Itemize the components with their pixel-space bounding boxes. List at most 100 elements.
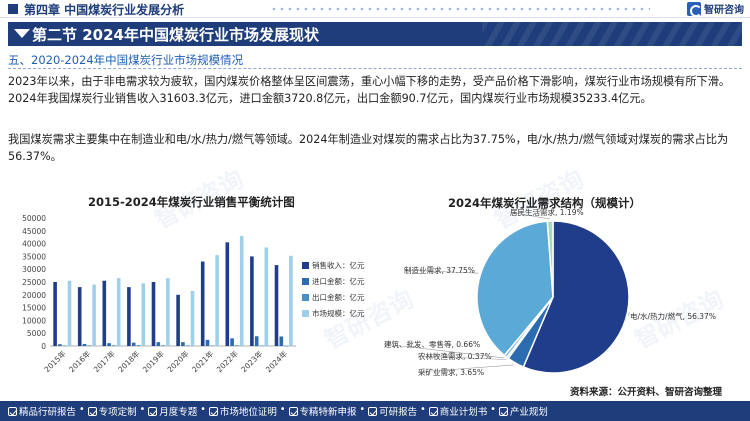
bar-chart: 0 5000 10000 15000 20000 25000 30000 35000 40000… (22, 214, 365, 374)
footer-separator: • (200, 404, 206, 415)
footer-link-label: 市场地位证明 (219, 407, 277, 418)
section-banner: 第二节 2024年中国煤炭行业市场发展现状 (8, 22, 742, 46)
bar (200, 261, 205, 346)
pie-slice (476, 220, 554, 357)
check-icon (87, 406, 97, 416)
y-tick-label: 25000 (22, 278, 46, 287)
y-tick-label: 50000 (22, 214, 46, 223)
footer-separator: • (139, 404, 146, 415)
footer-link[interactable]: 可研报告 (368, 404, 417, 418)
footer-link[interactable]: 月度专题 (148, 404, 197, 418)
legend-label: 市场规模：亿元 (312, 308, 365, 318)
check-icon (498, 406, 508, 416)
bar (141, 283, 146, 346)
bar (279, 336, 284, 346)
bar-chart-title: 2015-2024年煤炭行业销售平衡统计图 (88, 195, 295, 209)
footer-link-label: 产业规划 (509, 407, 548, 418)
legend-swatch (302, 278, 309, 285)
x-tick-label: 2021年 (189, 348, 215, 374)
bar (102, 280, 107, 346)
bar (274, 265, 279, 346)
bar (225, 242, 230, 346)
footer-link-label: 可研报告 (379, 407, 418, 418)
bar (156, 342, 161, 346)
footer-separator: • (79, 404, 85, 415)
y-tick-label: 30000 (22, 265, 46, 274)
paragraph-market-size: 2023年以来，由于非电需求较为疲软，国内煤炭价格整体呈区间震荡，重心小幅下移的… (8, 75, 731, 105)
subsection-title: 五、2020-2024年中国煤炭行业市场规模情况 (8, 53, 244, 67)
y-tick-label: 0 (41, 342, 46, 351)
bar (176, 294, 180, 346)
chapter-marker-icon (8, 4, 18, 14)
paragraph-demand: 我国煤炭需求主要集中在制造业和电/水/热力/燃气等领域。2024年制造业对煤炭的… (8, 133, 729, 163)
y-tick-label: 35000 (22, 252, 46, 261)
subsection-underline (8, 68, 742, 69)
x-tick-label: 2024年 (263, 348, 289, 374)
pie-chart: 电/水/热力/燃气, 56.37% 采矿业需求, 3.65% 农林牧渔需求, 0.3… (383, 207, 716, 377)
y-tick-label: 20000 (22, 291, 46, 300)
x-tick-label: 2019年 (140, 348, 166, 374)
x-tick-label: 2023年 (239, 348, 265, 374)
footer-link-label: 月度专题 (159, 407, 198, 418)
footer-separator: • (490, 404, 496, 415)
footer-link[interactable]: 专精特新申报 (288, 404, 357, 418)
footer-link[interactable]: 精品行研报告 (8, 404, 76, 418)
check-icon (368, 406, 378, 416)
bar (210, 345, 215, 347)
pie-leader-line (627, 312, 630, 317)
footer-link[interactable]: 产业规划 (498, 404, 548, 418)
legend-label: 出口金额：亿元 (312, 292, 365, 302)
pie-leader-line (417, 355, 507, 360)
footer-link[interactable]: 市场地位证明 (208, 404, 277, 418)
bar (136, 345, 141, 346)
footer-separator: • (420, 404, 426, 415)
legend-swatch (302, 262, 309, 269)
bar (239, 235, 244, 346)
footer-link[interactable]: 专项定制 (87, 404, 137, 418)
y-tick-label: 15000 (22, 304, 46, 313)
footer-bar: 精品行研报告 • 专项定制 • 月度专题 • 市场地位证明 • 专精特新申报 • 可研报告 • 商业计划… (0, 401, 750, 421)
pie-slice-label: 制造业需求, 37.75% (404, 265, 475, 275)
bar (82, 343, 87, 346)
bar (284, 345, 288, 347)
source-note: 资料来源：公开资料、智研咨询整理 (569, 387, 722, 398)
x-tick-label: 2022年 (214, 348, 240, 374)
top-bar: 第四章 中国煤炭行业发展分析 智研咨询 (0, 0, 750, 18)
brand-name: 智研咨询 (704, 5, 744, 16)
pie-leader-line (509, 211, 551, 220)
pie-slice-label: 电/水/热力/燃气, 56.37% (630, 311, 716, 321)
bar (185, 345, 190, 346)
pie-leader-line (417, 364, 515, 373)
brand-logo: 智研咨询 (687, 1, 744, 17)
bar (190, 290, 195, 346)
pie-slice (522, 220, 630, 374)
footer-link-label: 精品行研报告 (19, 407, 77, 418)
footer-link[interactable]: 商业计划书 (428, 404, 487, 418)
pie-slice-label: 农林牧渔需求, 0.37% (418, 351, 492, 361)
footer-links: 精品行研报告 • 专项定制 • 月度专题 • 市场地位证明 • 专精特新申报 • 可研报告 • 商业计划… (8, 404, 548, 418)
y-tick-label: 40000 (22, 240, 46, 249)
pie-slice-label: 建筑、批发、零售等, 0.66% (384, 339, 480, 349)
brand-logo-icon (687, 1, 702, 17)
legend-swatch (302, 310, 309, 317)
bar (235, 345, 239, 346)
check-icon (208, 406, 218, 416)
pie-slice-label: 采矿业需求, 3.65% (418, 367, 484, 377)
x-tick-label: 2017年 (91, 348, 117, 374)
bar (161, 345, 165, 346)
bar (151, 282, 156, 346)
bar (259, 345, 264, 347)
banner-decoration (482, 22, 742, 46)
footer-link-label: 专项定制 (98, 407, 137, 418)
bar (181, 342, 185, 346)
footer-link-label: 专精特新申报 (299, 407, 357, 418)
x-tick-label: 2016年 (66, 348, 92, 374)
check-icon (428, 406, 438, 416)
bar (127, 287, 131, 346)
legend-swatch (302, 294, 309, 301)
bar (87, 345, 92, 346)
bar (264, 247, 269, 346)
bar (62, 345, 67, 347)
footer-separator: • (359, 404, 366, 415)
check-icon (288, 406, 298, 416)
